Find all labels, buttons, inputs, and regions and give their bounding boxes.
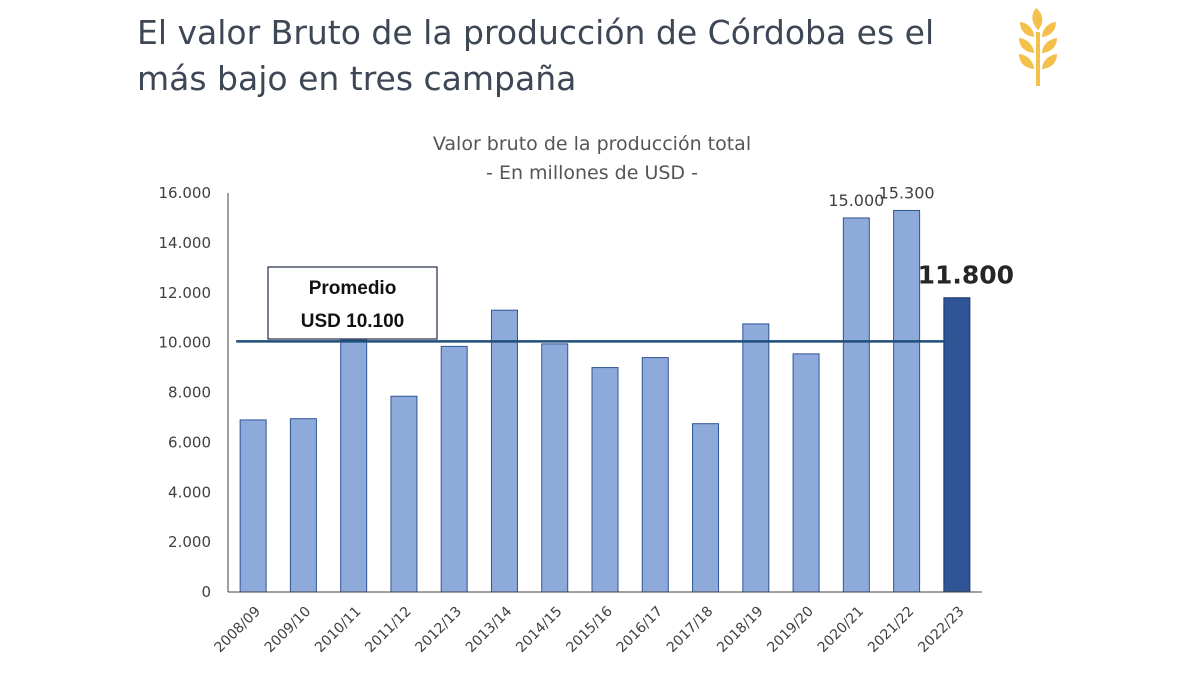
bar bbox=[239, 419, 267, 593]
bar bbox=[490, 309, 518, 593]
bar bbox=[692, 423, 720, 593]
bar bbox=[340, 339, 368, 593]
y-tick-label: 12.000 bbox=[159, 284, 212, 302]
bar bbox=[842, 217, 870, 593]
x-tick-label: 2015/16 bbox=[563, 603, 616, 656]
bar bbox=[792, 353, 820, 593]
page-title: El valor Bruto de la producción de Córdo… bbox=[137, 13, 935, 98]
wheat-icon bbox=[1019, 8, 1057, 86]
y-tick-label: 14.000 bbox=[159, 234, 212, 252]
x-tick-label: 2011/12 bbox=[362, 604, 414, 656]
x-tick-label: 2022/23 bbox=[915, 604, 967, 656]
x-tick-label: 2010/11 bbox=[312, 604, 364, 656]
x-tick-label: 2012/13 bbox=[413, 604, 465, 656]
bar bbox=[893, 209, 921, 593]
bar bbox=[541, 343, 569, 593]
average-label-line2: USD 10.100 bbox=[301, 311, 405, 332]
bar bbox=[440, 345, 468, 593]
y-tick-label: 2.000 bbox=[168, 533, 211, 551]
x-tick-label: 2021/22 bbox=[865, 604, 917, 656]
y-tick-label: 0 bbox=[201, 583, 211, 601]
y-tick-label: 8.000 bbox=[168, 384, 211, 402]
y-tick-label: 16.000 bbox=[159, 184, 212, 202]
bar bbox=[742, 323, 770, 593]
data-label: 15.000 bbox=[828, 191, 884, 210]
y-tick-label: 10.000 bbox=[159, 334, 212, 352]
bar bbox=[289, 418, 317, 593]
x-tick-label: 2008/09 bbox=[212, 604, 264, 656]
bar bbox=[943, 297, 971, 593]
bar bbox=[390, 395, 418, 593]
x-tick-label: 2014/15 bbox=[513, 604, 565, 656]
chart-title-line1: Valor bruto de la producción total bbox=[432, 133, 752, 155]
average-label-line1: Promedio bbox=[309, 278, 397, 299]
x-tick-label: 2017/18 bbox=[664, 604, 716, 656]
chart-title: Valor bruto de la producción total - En … bbox=[392, 130, 792, 188]
x-tick-label: 2019/20 bbox=[764, 604, 816, 656]
average-label-box bbox=[267, 266, 438, 340]
bar bbox=[591, 367, 619, 593]
x-tick-label: 2013/14 bbox=[463, 603, 516, 656]
chart-title-line2: - En millones de USD - bbox=[486, 162, 698, 184]
y-tick-label: 4.000 bbox=[168, 483, 211, 501]
x-tick-label: 2020/21 bbox=[815, 604, 867, 656]
x-tick-label: 2009/10 bbox=[262, 604, 314, 656]
bar bbox=[641, 357, 669, 593]
x-tick-label: 2016/17 bbox=[614, 604, 666, 656]
data-label: 11.800 bbox=[918, 261, 1014, 290]
data-label: 15.300 bbox=[879, 183, 935, 202]
y-tick-label: 6.000 bbox=[168, 433, 211, 451]
x-tick-label: 2018/19 bbox=[714, 604, 766, 656]
